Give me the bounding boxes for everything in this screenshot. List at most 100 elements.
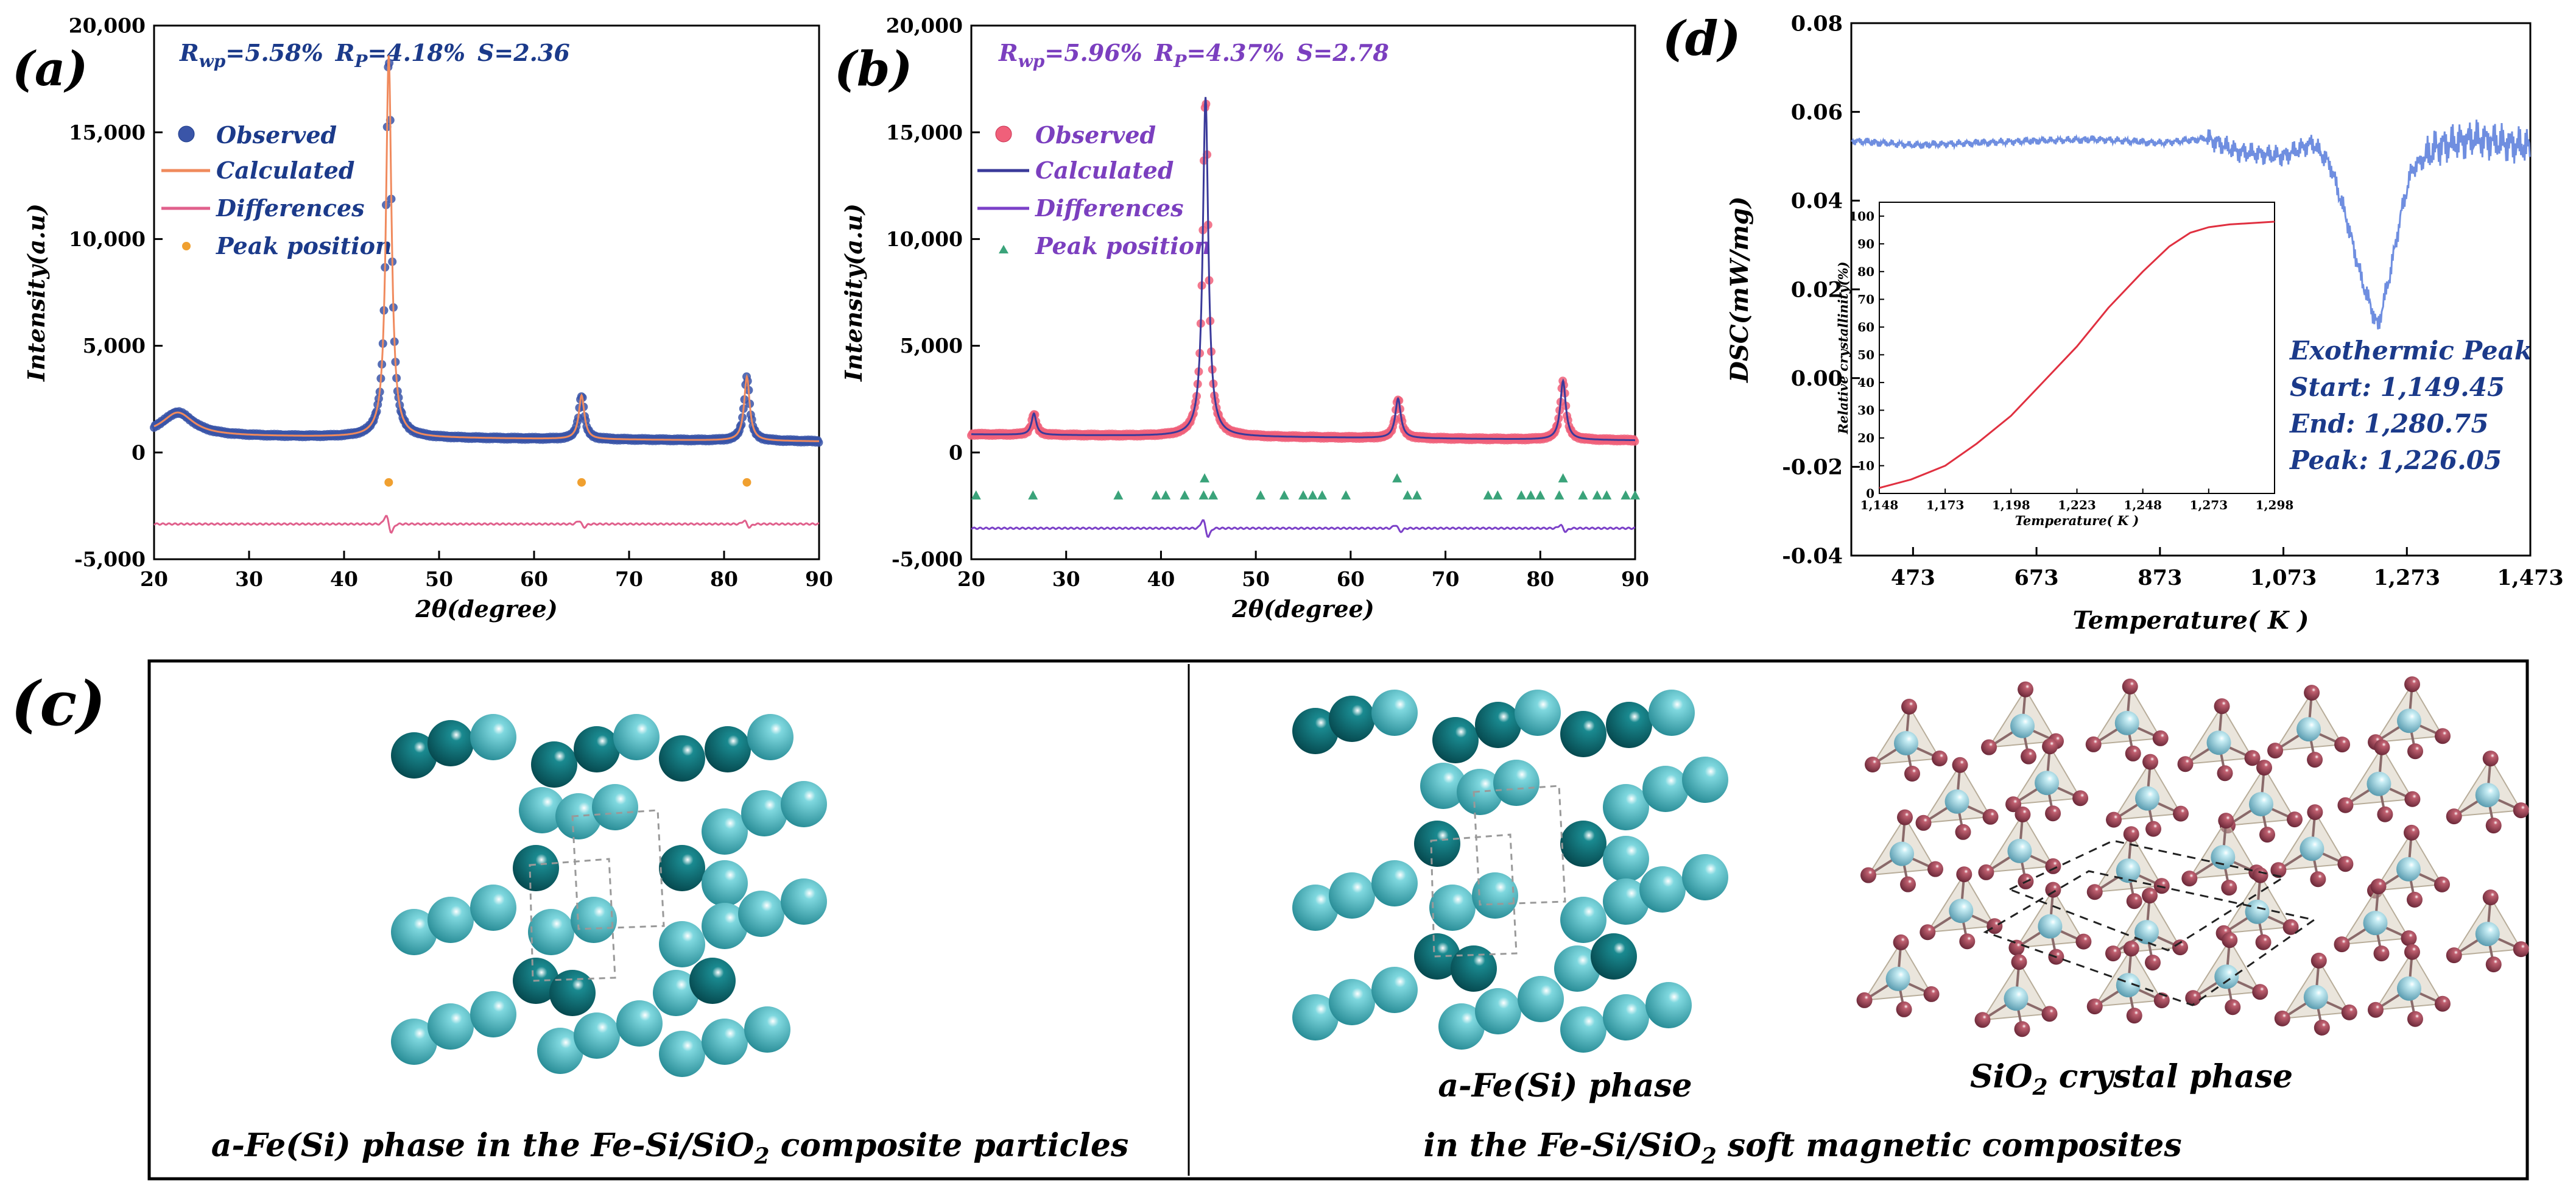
o-atom [2310, 952, 2327, 969]
fe-atom [1429, 885, 1476, 931]
legend-label-peak-position: Peak position [216, 232, 392, 260]
x-tick-label: 1,148 [1860, 498, 1899, 512]
peak-position-marker [1279, 490, 1289, 500]
fe-atom [1292, 885, 1339, 931]
annotation-peak: Peak: 1,226.05 [2289, 445, 2502, 475]
o-atom [2307, 804, 2323, 821]
o-atom [2282, 919, 2299, 935]
chart-b: 20 30 40 50 60 70 80 90 -5,000 0 5,000 10,000 15,000… [840, 14, 1649, 623]
observed-point [814, 438, 823, 447]
panel-c-letter: (c) [11, 668, 106, 740]
o-atom [2307, 752, 2323, 768]
caption-left: a-Fe(Si) phase in the Fe-Si/SiO2 composi… [211, 1127, 1129, 1169]
fe-atom [1438, 1003, 1485, 1050]
y-tick-label: 0 [1866, 486, 1874, 501]
x-tick-label: 60 [520, 567, 548, 591]
o-atom [2021, 748, 2037, 765]
fe-atom [653, 970, 699, 1016]
legend-marker-observed [995, 125, 1012, 143]
y-tick-label: 0 [132, 440, 146, 464]
o-atom [2314, 1019, 2330, 1036]
o-atom [2435, 728, 2451, 744]
o-atom [2404, 824, 2420, 841]
panel-a-stats: Rwp=5.58% RP=4.18% S=2.36 [179, 39, 570, 71]
difference-line [153, 515, 819, 534]
o-atom [2252, 984, 2268, 1000]
x-tick-label: 80 [1526, 567, 1554, 591]
x-axis-label: Temperature( K ) [2073, 606, 2309, 635]
si-atom [1890, 841, 1915, 866]
o-atom [2404, 676, 2421, 693]
o-atom [2126, 893, 2142, 910]
exothermic-annotation: Exothermic Peak Start: 1,149.45 End: 1,2… [2289, 336, 2532, 475]
o-atom [2252, 867, 2268, 883]
si-atom [2303, 984, 2328, 1009]
label-sio2-phase: SiO2 crystal phase [1970, 1058, 2293, 1100]
legend-label-observed: Observed [216, 121, 337, 149]
peak-position-marker [1558, 473, 1568, 482]
sio2-crystal-structure [1856, 676, 2529, 1037]
panel-b: (b) Rwp=5.96% RP=4.37% S=2.78 Observed Cal… [834, 39, 1389, 260]
o-atom [2373, 945, 2390, 962]
peak-position-marker [1630, 490, 1640, 500]
si-atom [2396, 976, 2421, 1001]
o-atom [2270, 862, 2287, 878]
o-atom [2485, 818, 2502, 834]
y-axis-label: Relative crystallinity(%) [1835, 261, 1851, 434]
o-atom [2407, 743, 2424, 760]
o-atom [2106, 811, 2122, 828]
calculated-line [971, 97, 1635, 442]
plot-frame [1879, 202, 2275, 494]
y-tick-label: 50 [1857, 347, 1874, 362]
y-tick-label: -5,000 [892, 548, 963, 571]
x-tick-label: 70 [1432, 567, 1460, 591]
y-tick-label: 15,000 [886, 121, 963, 144]
si-atom [2296, 717, 2321, 742]
si-atom [2214, 964, 2239, 989]
y-tick-label: 15,000 [69, 121, 146, 144]
o-atom [1904, 766, 1920, 782]
y-tick-label: 0.08 [1791, 11, 1843, 36]
o-atom [2014, 1021, 2030, 1037]
panel-a-legend: Observed Calculated Differences Peak pos… [161, 121, 392, 260]
fe-atom [702, 808, 748, 855]
fe-atom [1371, 967, 1418, 1013]
unit-cell [1473, 785, 1566, 906]
o-atom [1865, 757, 1881, 772]
caption-right: in the Fe-Si/SiO2 soft magnetic composit… [1423, 1127, 2181, 1169]
o-atom [1932, 751, 1948, 766]
panel-a-letter: (a) [12, 41, 88, 97]
o-atom [1901, 699, 1917, 715]
fe-atom [781, 878, 827, 925]
si-atom [2363, 911, 2388, 936]
y-tick-label: 40 [1857, 375, 1874, 390]
fe-atom [391, 909, 437, 955]
fe-atom [1371, 860, 1418, 906]
x-tick-label: 673 [2015, 565, 2059, 590]
o-atom [2173, 805, 2189, 822]
peak-position-marker [1526, 490, 1536, 500]
fe-atom [689, 958, 736, 1004]
fe-atom [1414, 821, 1460, 867]
y-tick-label: 10,000 [886, 227, 963, 251]
o-atom [2225, 999, 2241, 1016]
fe-atom [1603, 784, 1649, 830]
panel-b-legend: Observed Calculated Differences Peak pos… [977, 121, 1211, 260]
o-atom [2310, 871, 2326, 888]
legend-label-differences: Differences [1035, 194, 1184, 222]
fe-atom [428, 1003, 474, 1050]
o-atom [2374, 739, 2390, 755]
y-tick-label: 20,000 [69, 14, 146, 38]
fe-atom [1649, 690, 1695, 736]
si-atom [2300, 836, 2324, 861]
fe-atom [574, 726, 620, 772]
o-atom [2370, 878, 2387, 895]
x-tick-label: 90 [1621, 567, 1649, 591]
fe-atom [702, 903, 748, 949]
o-atom [2446, 947, 2462, 964]
unit-cell [1430, 833, 1518, 958]
fe-atom [1518, 976, 1564, 1022]
y-tick-label: 80 [1857, 264, 1874, 279]
o-atom [2145, 821, 2162, 837]
fe-atom [1606, 702, 1652, 748]
